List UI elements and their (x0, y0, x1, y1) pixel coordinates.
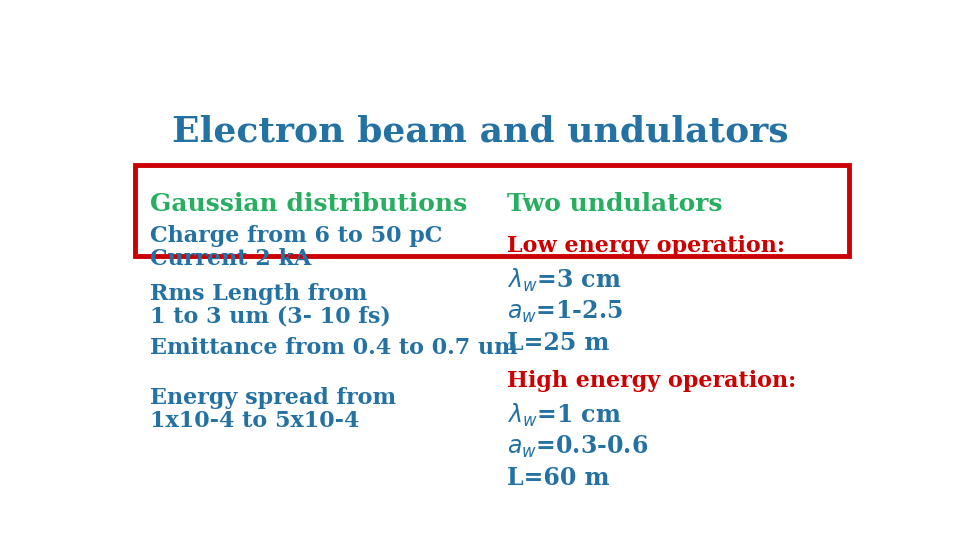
Text: Emittance from 0.4 to 0.7 um: Emittance from 0.4 to 0.7 um (150, 337, 517, 359)
Text: Two undulators: Two undulators (507, 192, 722, 215)
Text: 1 to 3 um (3- 10 fs): 1 to 3 um (3- 10 fs) (150, 306, 391, 328)
Text: High energy operation:: High energy operation: (507, 370, 796, 393)
Text: $\lambda_w$=1 cm: $\lambda_w$=1 cm (507, 402, 621, 429)
Text: $a_w$=0.3-0.6: $a_w$=0.3-0.6 (507, 434, 648, 460)
Text: Energy spread from: Energy spread from (150, 387, 396, 409)
Text: $\lambda_w$=3 cm: $\lambda_w$=3 cm (507, 266, 621, 294)
FancyBboxPatch shape (134, 165, 849, 256)
Text: Rms Length from: Rms Length from (150, 283, 367, 305)
Text: Gaussian distributions: Gaussian distributions (150, 192, 467, 215)
Text: Electron beam and undulators: Electron beam and undulators (172, 114, 789, 148)
Text: $a_w$=1-2.5: $a_w$=1-2.5 (507, 299, 623, 325)
Text: Low energy operation:: Low energy operation: (507, 235, 785, 257)
Text: Current 2 kA: Current 2 kA (150, 248, 311, 270)
Text: L=25 m: L=25 m (507, 332, 610, 355)
Text: 1x10-4 to 5x10-4: 1x10-4 to 5x10-4 (150, 410, 359, 432)
Text: L=60 m: L=60 m (507, 467, 610, 490)
Text: Charge from 6 to 50 pC: Charge from 6 to 50 pC (150, 225, 443, 247)
